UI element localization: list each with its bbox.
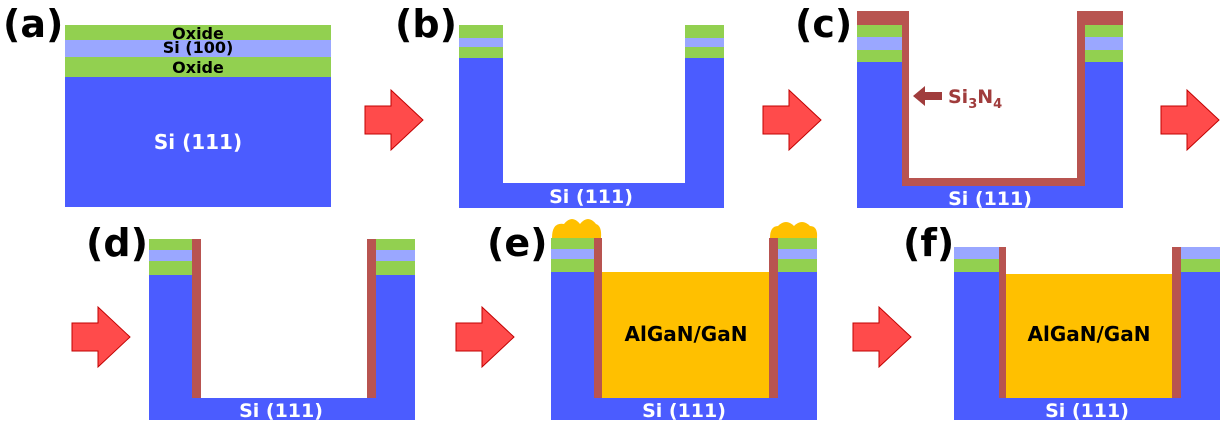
panel-f-si-right-wall bbox=[1181, 272, 1220, 420]
panel-c-right-oxide-top bbox=[1085, 25, 1123, 37]
panel-f-substrate-label: Si (111) bbox=[1045, 400, 1129, 422]
panel-c-si3n4-pointer-arrow bbox=[913, 86, 942, 106]
panel-f-left-oxide bbox=[954, 259, 999, 272]
panel-d-left-oxide-bottom bbox=[149, 261, 192, 275]
panel-f-right-nitride-spacer bbox=[1172, 247, 1181, 398]
panel-d-left-oxide-top bbox=[149, 239, 192, 250]
panel-e-right-polycrystal-deposit bbox=[770, 222, 818, 238]
panel-c-si-trench-floor bbox=[857, 186, 1123, 208]
panel-d-left-nitride-spacer bbox=[192, 239, 201, 398]
panel-f-left-si100 bbox=[954, 247, 999, 259]
panel-d: (d) Si (111) bbox=[86, 221, 415, 422]
panel-f-algan-gan-fill bbox=[1006, 274, 1172, 398]
panel-b-label: (b) bbox=[395, 2, 457, 46]
panel-f: (f) AlGaN/GaN Si (111) bbox=[903, 221, 1220, 422]
panel-c-si-right-wall bbox=[1085, 62, 1123, 208]
panel-a-si100-label: Si (100) bbox=[163, 38, 234, 57]
panel-c-left-oxide-top bbox=[857, 25, 902, 37]
process-arrow-cd bbox=[1160, 89, 1220, 151]
panel-f-label: (f) bbox=[903, 221, 954, 265]
panel-d-right-oxide-bottom bbox=[376, 261, 415, 275]
panel-b-left-oxide-top bbox=[459, 25, 503, 38]
panel-b: (b) Si (111) bbox=[395, 2, 724, 208]
panel-e-substrate-label: Si (111) bbox=[642, 400, 726, 422]
panel-b-left-oxide-bottom bbox=[459, 47, 503, 58]
panel-e-right-si100 bbox=[778, 249, 817, 259]
panel-f-si-left-wall bbox=[954, 272, 999, 420]
panel-d-label: (d) bbox=[86, 221, 148, 265]
panel-a-oxide-top-label: Oxide bbox=[172, 24, 224, 43]
panel-e-label: (e) bbox=[487, 221, 548, 265]
panel-a-oxide-top bbox=[65, 25, 331, 40]
panel-b-right-oxide-bottom bbox=[685, 47, 724, 58]
panel-e-left-nitride-spacer bbox=[594, 238, 602, 398]
panel-c-label: (c) bbox=[795, 2, 852, 46]
panel-e-algan-gan-fill bbox=[602, 272, 769, 398]
panel-e-left-si100 bbox=[551, 249, 594, 259]
panel-b-substrate-label: Si (111) bbox=[549, 186, 633, 208]
panel-e-si-left-wall bbox=[551, 272, 594, 420]
panel-a-substrate-label: Si (111) bbox=[154, 130, 242, 154]
panel-d-right-oxide-top bbox=[376, 239, 415, 250]
panel-f-left-nitride-spacer bbox=[999, 247, 1006, 398]
panel-b-right-si100 bbox=[685, 38, 724, 47]
panel-d-si-right-wall bbox=[376, 275, 415, 420]
panel-e-left-oxide-bottom bbox=[551, 259, 594, 272]
panel-c: (c) Si3N4 Si (111) bbox=[795, 2, 1123, 210]
panel-b-si-trench-floor bbox=[459, 183, 724, 208]
panel-c-right-si100 bbox=[1085, 37, 1123, 50]
panel-b-right-oxide-top bbox=[685, 25, 724, 38]
panel-f-fill-label: AlGaN/GaN bbox=[1028, 322, 1151, 346]
panel-a-oxide-bottom-label: Oxide bbox=[172, 58, 224, 77]
panel-d-right-si100 bbox=[376, 250, 415, 261]
process-arrow-bc bbox=[762, 89, 822, 151]
panel-c-right-oxide-bottom bbox=[1085, 50, 1123, 62]
panel-e-si-right-wall bbox=[778, 272, 817, 420]
panel-e-fill-label: AlGaN/GaN bbox=[625, 322, 748, 346]
panel-e-left-polycrystal-deposit bbox=[552, 219, 602, 238]
panel-e-right-oxide-bottom bbox=[778, 259, 817, 272]
panel-d-si-trench-floor bbox=[149, 398, 415, 420]
panel-e-si-trench-floor bbox=[551, 398, 817, 420]
panel-f-right-oxide bbox=[1181, 259, 1220, 272]
panel-c-substrate-label: Si (111) bbox=[948, 188, 1032, 210]
panel-a-si100-layer bbox=[65, 40, 331, 57]
panel-d-left-si100 bbox=[149, 250, 192, 261]
panel-e: (e) AlGaN/GaN Si (111) bbox=[487, 219, 818, 422]
panel-a-label: (a) bbox=[3, 2, 63, 46]
panel-f-right-si100 bbox=[1181, 247, 1220, 259]
panel-c-si3n4-label: Si3N4 bbox=[948, 86, 1002, 112]
panel-d-si-left-wall bbox=[149, 275, 192, 420]
panel-f-si-trench-floor bbox=[954, 398, 1220, 420]
panel-a: (a) Oxide Si (100) Oxide Si (111) bbox=[3, 2, 331, 207]
process-arrow-ef bbox=[455, 306, 515, 368]
process-arrow-fg bbox=[852, 306, 912, 368]
panel-e-right-oxide-top bbox=[778, 238, 817, 249]
panel-a-si111-substrate bbox=[65, 77, 331, 207]
panel-d-right-nitride-spacer bbox=[367, 239, 376, 398]
process-arrow-de bbox=[71, 306, 131, 368]
panel-c-si-left-wall bbox=[857, 62, 902, 208]
panel-a-oxide-bottom bbox=[65, 57, 331, 77]
panel-b-left-si100 bbox=[459, 38, 503, 47]
panel-c-left-si100 bbox=[857, 37, 902, 50]
process-arrow-ab bbox=[364, 89, 424, 151]
panel-d-substrate-label: Si (111) bbox=[239, 400, 323, 422]
panel-c-left-oxide-bottom bbox=[857, 50, 902, 62]
panel-e-left-oxide-top bbox=[551, 238, 594, 249]
panel-e-right-nitride-spacer bbox=[769, 238, 778, 398]
